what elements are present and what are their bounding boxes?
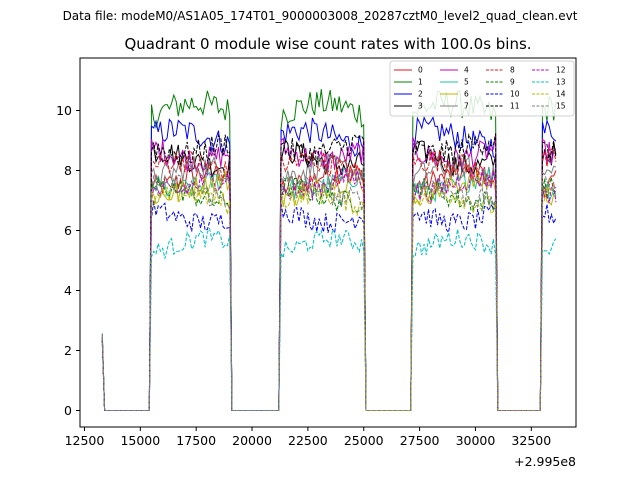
y-tick-label: 8: [64, 163, 72, 178]
legend-label: 10: [510, 90, 520, 99]
y-tick-label: 2: [64, 343, 72, 358]
x-offset-label: +2.995e8: [514, 454, 576, 469]
legend-label: 0: [418, 66, 423, 75]
axes-frame: [79, 57, 577, 428]
series-line-9: [101, 176, 557, 411]
chart-title: Quadrant 0 module wise count rates with …: [124, 35, 531, 53]
y-tick-label: 4: [64, 283, 72, 298]
x-tick-label: 27500: [400, 433, 440, 448]
legend-label: 5: [464, 78, 469, 87]
legend-label: 12: [556, 66, 566, 75]
series-line-6: [101, 169, 557, 411]
legend-label: 3: [418, 102, 423, 111]
series-line-5: [101, 167, 557, 411]
series-line-7: [101, 152, 557, 411]
legend-label: 7: [464, 102, 469, 111]
series-line-10: [101, 200, 557, 411]
legend-label: 15: [556, 102, 566, 111]
x-tick-label: 32500: [511, 433, 551, 448]
y-tick-label: 0: [64, 403, 72, 418]
x-tick-label: 12500: [65, 433, 105, 448]
chart-suptitle: Data file: modeM0/AS1A05_174T01_90000030…: [63, 9, 578, 23]
legend-label: 4: [464, 66, 469, 75]
legend-label: 11: [510, 102, 520, 111]
series-layer: [101, 89, 557, 411]
series-line-3: [101, 138, 557, 411]
x-tick-label: 25000: [344, 433, 384, 448]
x-tick-label: 20000: [232, 433, 272, 448]
x-tick-label: 17500: [176, 433, 216, 448]
legend-box: [389, 60, 575, 117]
series-line-2: [101, 115, 557, 411]
legend-label: 14: [556, 90, 566, 99]
series-line-13: [101, 227, 557, 411]
legend-label: 9: [510, 78, 515, 87]
y-tick-label: 6: [64, 223, 72, 238]
series-line-14: [101, 181, 557, 411]
legend-label: 8: [510, 66, 515, 75]
x-tick-label: 22500: [288, 433, 328, 448]
x-tick-label: 15000: [120, 433, 160, 448]
series-line-11: [101, 133, 557, 411]
tick-layer: 12500 15000 17500 20000 22500 25000 27500 30000…: [56, 103, 551, 448]
series-line-8: [101, 149, 557, 411]
legend-label: 2: [418, 90, 423, 99]
legend-label: 13: [556, 78, 566, 87]
legend-label: 6: [464, 90, 469, 99]
series-line-15: [101, 171, 557, 411]
legend-label: 1: [418, 78, 423, 87]
y-tick-label: 10: [56, 103, 72, 118]
x-tick-label: 30000: [456, 433, 496, 448]
series-line-12: [101, 167, 557, 411]
